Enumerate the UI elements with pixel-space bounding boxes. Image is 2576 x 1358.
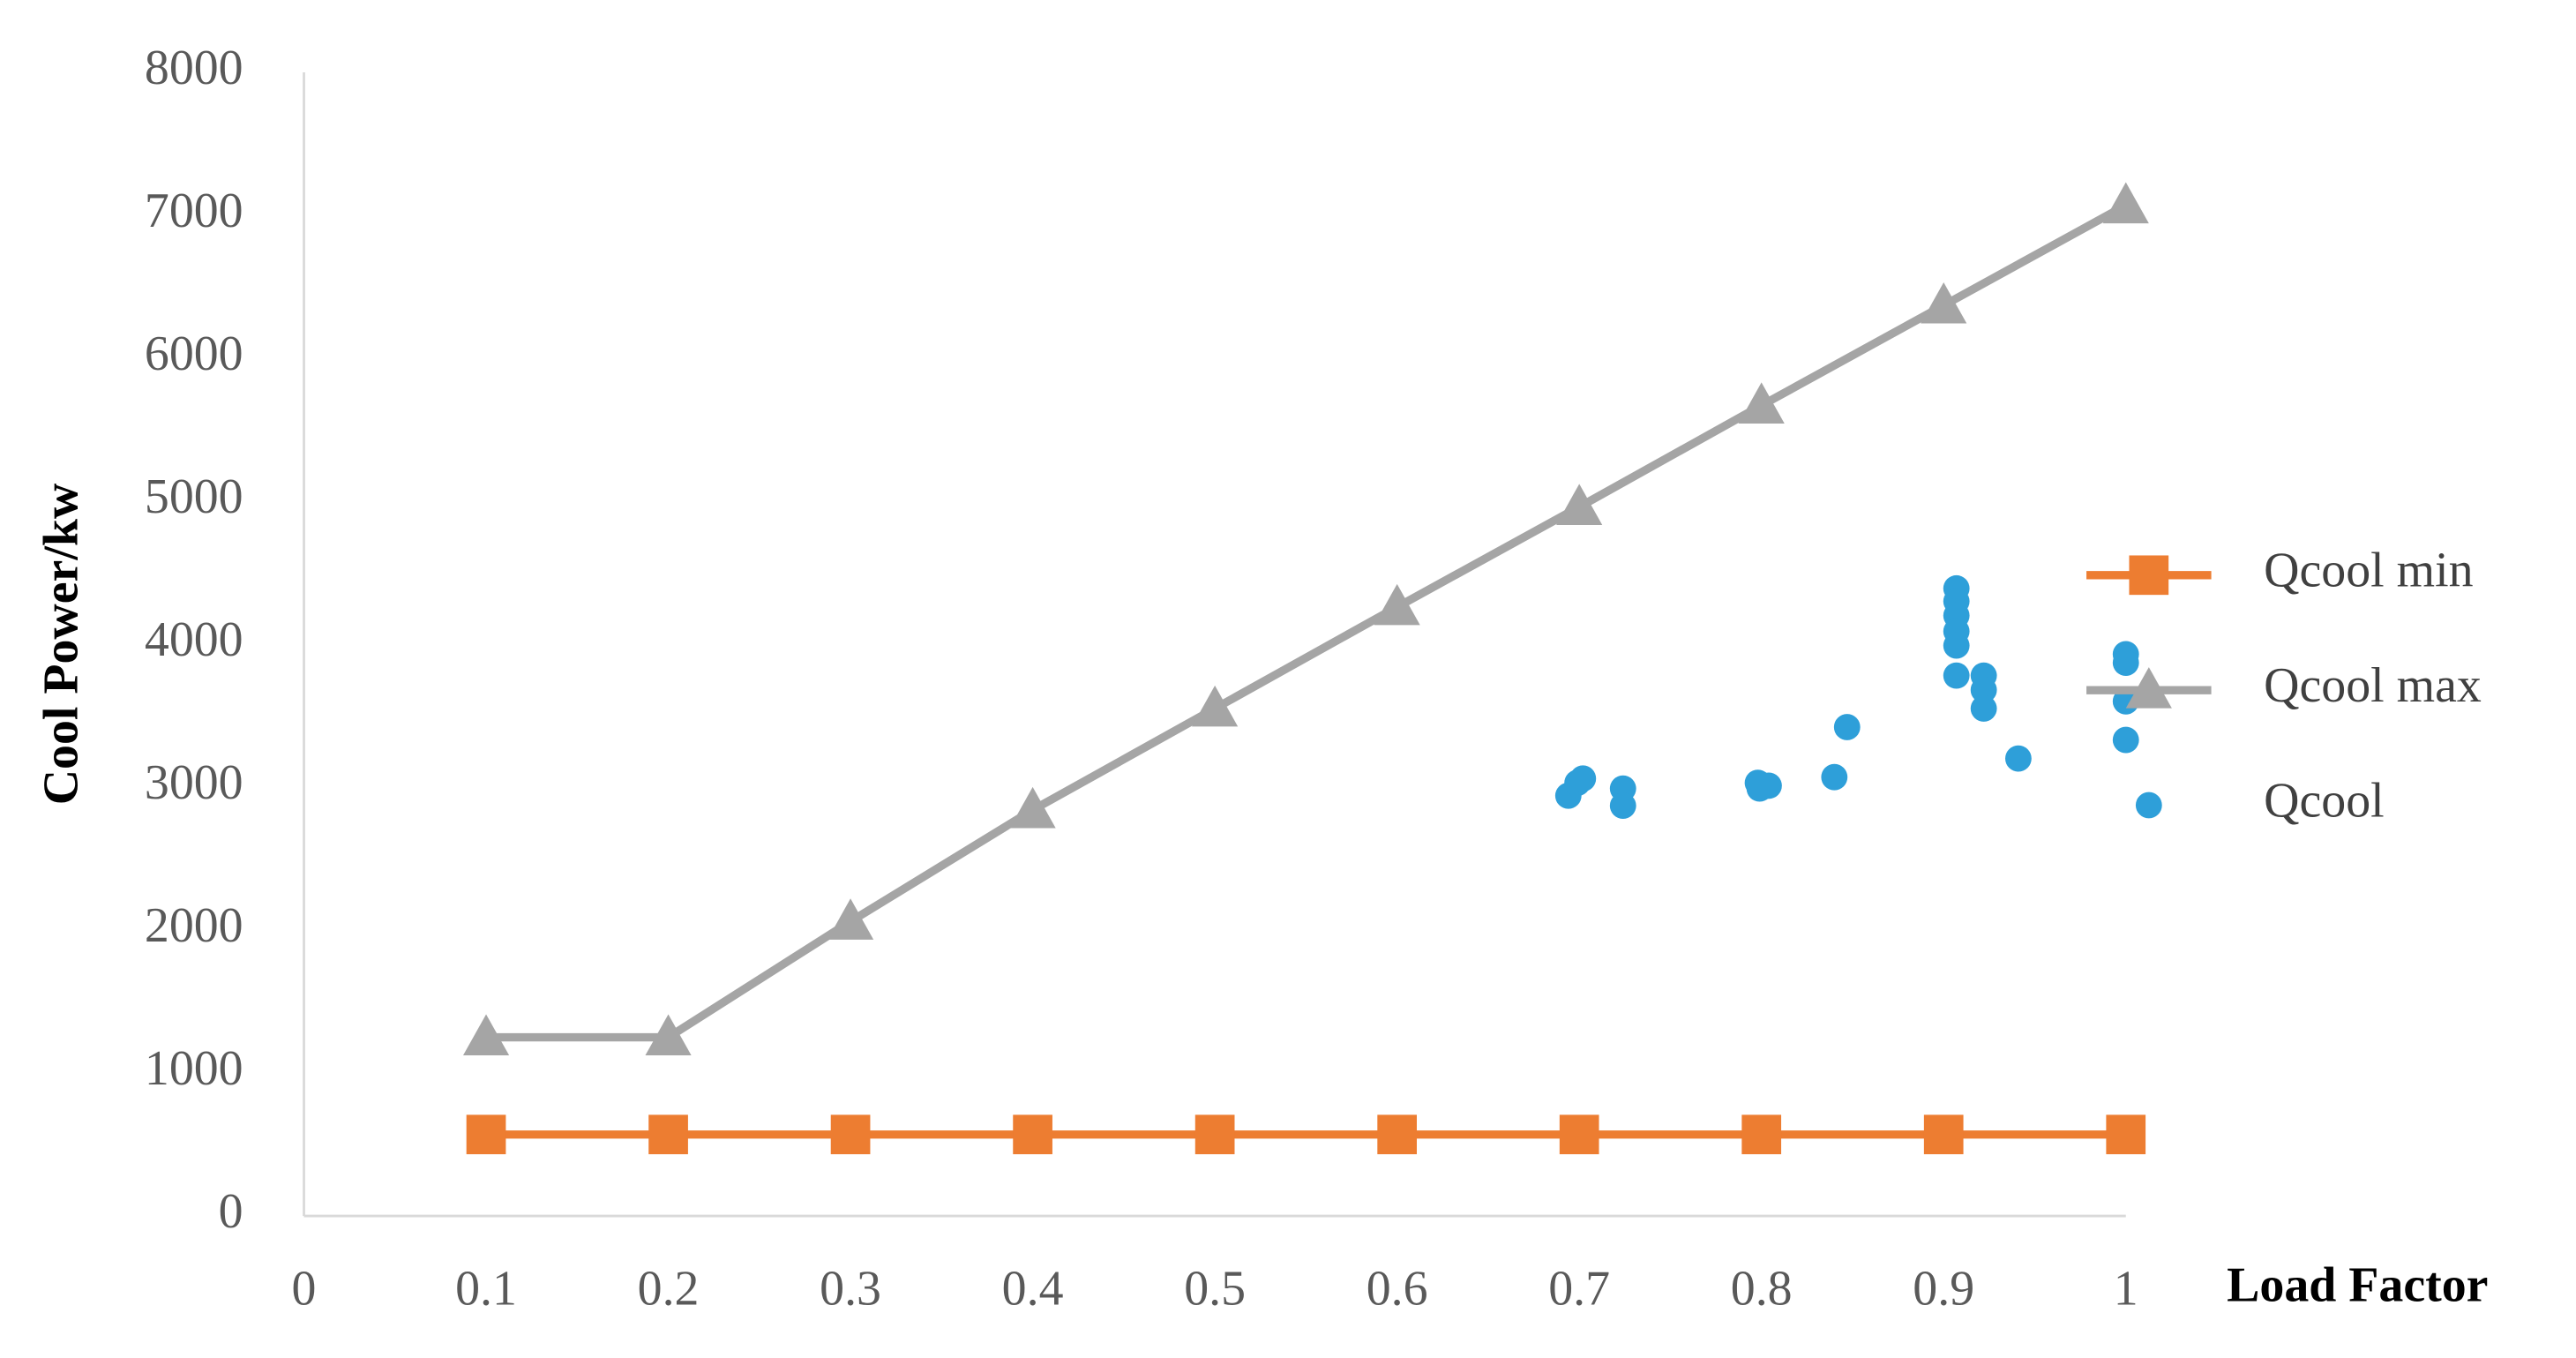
marker-triangle [1556, 484, 1603, 525]
marker-square [466, 1114, 506, 1155]
marker-circle [1943, 662, 1970, 689]
y-tick-label: 8000 [145, 41, 243, 95]
x-tick-label: 0.3 [820, 1261, 881, 1316]
x-tick-label: 0.2 [638, 1261, 700, 1316]
legend-marker [2135, 792, 2162, 819]
legend-label: Qcool min [2264, 544, 2473, 598]
y-tick-label: 6000 [145, 326, 243, 381]
x-tick-label: 0.8 [1731, 1261, 1793, 1316]
x-axis-title: Load Factor [2227, 1258, 2488, 1313]
marker-triangle [2102, 182, 2149, 224]
marker-circle [2112, 649, 2139, 676]
marker-triangle [645, 1014, 692, 1056]
marker-triangle [1921, 281, 1967, 324]
marker-square [1377, 1114, 1417, 1155]
series-line [486, 201, 2128, 1042]
marker-square [1923, 1114, 1964, 1155]
marker-triangle [1374, 583, 1420, 626]
marker-square [1559, 1114, 1599, 1155]
y-axis-title: Cool Power/kw [34, 483, 88, 805]
y-tick-label: 3000 [145, 755, 243, 810]
marker-square [1741, 1114, 1782, 1155]
marker-circle [1609, 792, 1636, 819]
marker-triangle [1738, 382, 1785, 424]
marker-square [830, 1114, 871, 1155]
x-tick-label: 0.9 [1913, 1261, 1974, 1316]
legend-label: Qcool [2264, 773, 2385, 828]
marker-circle [2004, 745, 2032, 772]
marker-circle [1970, 676, 1997, 703]
marker-circle [1943, 632, 1970, 659]
marker-square [648, 1114, 688, 1155]
legend-label: Qcool max [2264, 658, 2482, 713]
y-tick-label: 2000 [145, 898, 243, 953]
marker-circle [1756, 772, 1782, 799]
marker-triangle [827, 898, 874, 940]
y-tick-label: 1000 [145, 1041, 243, 1096]
marker-circle [1821, 763, 1848, 791]
marker-circle [1970, 695, 1997, 722]
x-tick-label: 0.4 [1002, 1261, 1064, 1316]
marker-triangle [1009, 786, 1056, 829]
legend-entry: Qcool [2135, 773, 2385, 828]
y-tick-label: 4000 [145, 612, 243, 667]
y-tick-label: 0 [219, 1184, 243, 1239]
x-tick-label: 0.6 [1367, 1261, 1428, 1316]
marker-circle [2112, 726, 2139, 754]
x-tick-label: 1 [2114, 1261, 2138, 1316]
marker-triangle [1192, 685, 1239, 727]
marker-circle [1833, 714, 1861, 740]
legend-marker [2125, 667, 2172, 709]
y-tick-label: 5000 [145, 469, 243, 524]
marker-triangle [462, 1014, 510, 1056]
x-tick-label: 0.7 [1548, 1261, 1610, 1316]
marker-circle [1569, 765, 1597, 792]
marker-square [1013, 1114, 1052, 1155]
x-tick-label: 0 [292, 1261, 317, 1316]
marker-square [2106, 1114, 2146, 1155]
legend-entry: Qcool min [2086, 544, 2474, 598]
marker-square [1194, 1114, 1235, 1155]
x-tick-label: 0.5 [1184, 1261, 1246, 1316]
y-tick-label: 7000 [145, 184, 243, 238]
legend-marker [2129, 555, 2169, 596]
x-tick-label: 0.1 [455, 1261, 517, 1316]
legend-entry: Qcool max [2086, 658, 2482, 713]
